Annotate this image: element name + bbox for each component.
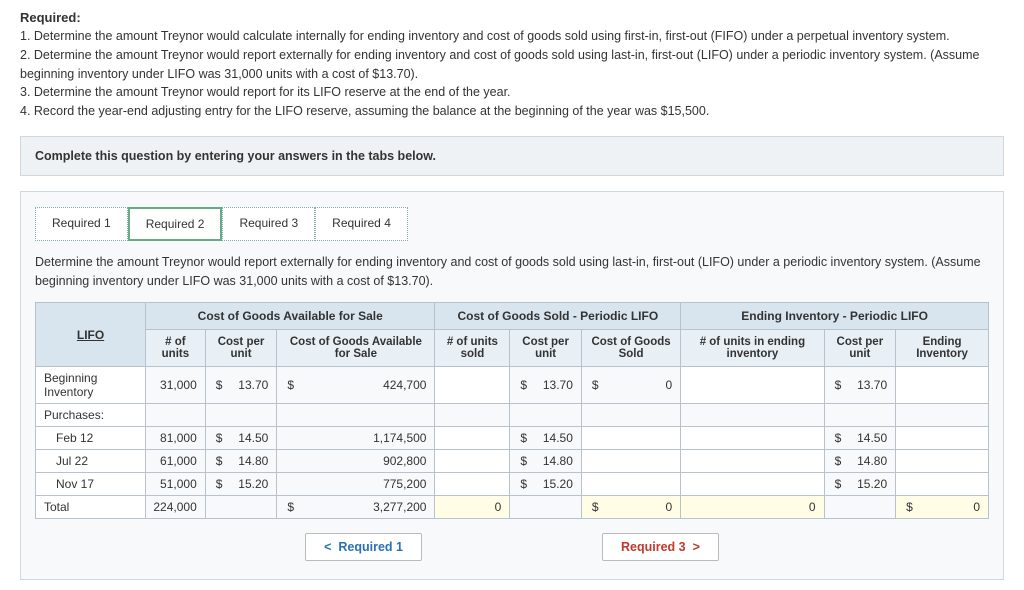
row-purchases: Purchases: [36, 404, 989, 427]
tot-cogs: $0 [581, 496, 680, 519]
nav-buttons: < Required 1 Required 3 > [35, 519, 989, 579]
jul-cogs[interactable] [581, 450, 680, 473]
beg-cpu-sold[interactable]: $13.70 [510, 367, 582, 404]
row-jul: Jul 22 61,000 $14.80 902,800 $14.80 $14.… [36, 450, 989, 473]
feb-units[interactable]: 81,000 [146, 427, 206, 450]
beg-cpu-end[interactable]: $13.70 [824, 367, 896, 404]
feb-cgas[interactable]: 1,174,500 [277, 427, 435, 450]
nov-cogs[interactable] [581, 473, 680, 496]
feb-cpu[interactable]: $14.50 [205, 427, 277, 450]
nov-units-sold[interactable] [435, 473, 510, 496]
prev-button[interactable]: < Required 1 [305, 533, 422, 561]
beg-units-sold[interactable] [435, 367, 510, 404]
required-heading: Required: [20, 10, 1004, 25]
req-2: 2. Determine the amount Treynor would re… [20, 46, 1004, 84]
col-cpu-sold: Cost per unit [510, 330, 582, 367]
tot-end-inv: $0 [896, 496, 989, 519]
group-cogs: Cost of Goods Sold - Periodic LIFO [435, 303, 681, 330]
nov-cpu-sold[interactable]: $15.20 [510, 473, 582, 496]
jul-cgas[interactable]: 902,800 [277, 450, 435, 473]
jul-units[interactable]: 61,000 [146, 450, 206, 473]
tab-required-3[interactable]: Required 3 [222, 207, 315, 241]
tab-required-1[interactable]: Required 1 [35, 207, 128, 241]
col-lifo: LIFO [36, 303, 146, 367]
tab-description: Determine the amount Treynor would repor… [35, 253, 989, 291]
feb-units-end[interactable] [681, 427, 824, 450]
lifo-table: LIFO Cost of Goods Available for Sale Co… [35, 302, 989, 519]
row-feb: Feb 12 81,000 $14.50 1,174,500 $14.50 $1… [36, 427, 989, 450]
tabs-row: Required 1 Required 2 Required 3 Require… [35, 207, 989, 241]
group-ending: Ending Inventory - Periodic LIFO [681, 303, 989, 330]
col-units-sold: # of units sold [435, 330, 510, 367]
row-total: Total 224,000 $3,277,200 0 $0 0 $0 [36, 496, 989, 519]
col-cpu: Cost per unit [205, 330, 277, 367]
label-purchases: Purchases: [36, 404, 146, 427]
chevron-right-icon: > [693, 540, 700, 554]
jul-cpu[interactable]: $14.80 [205, 450, 277, 473]
jul-cpu-end[interactable]: $14.80 [824, 450, 896, 473]
jul-end-inv[interactable] [896, 450, 989, 473]
jul-units-sold[interactable] [435, 450, 510, 473]
beg-cgas[interactable]: $424,700 [277, 367, 435, 404]
row-nov: Nov 17 51,000 $15.20 775,200 $15.20 $15.… [36, 473, 989, 496]
tot-units-sold: 0 [435, 496, 510, 519]
tot-units-end: 0 [681, 496, 824, 519]
tot-cgas: $3,277,200 [277, 496, 435, 519]
label-total: Total [36, 496, 146, 519]
nov-cpu-end[interactable]: $15.20 [824, 473, 896, 496]
nov-cgas[interactable]: 775,200 [277, 473, 435, 496]
label-jul: Jul 22 [36, 450, 146, 473]
chevron-left-icon: < [324, 540, 331, 554]
req-4: 4. Record the year-end adjusting entry f… [20, 102, 1004, 121]
col-cpu-end: Cost per unit [824, 330, 896, 367]
req-3: 3. Determine the amount Treynor would re… [20, 83, 1004, 102]
tab-required-2[interactable]: Required 2 [128, 207, 223, 241]
tot-cpu [205, 496, 277, 519]
beg-units[interactable]: 31,000 [146, 367, 206, 404]
jul-units-end[interactable] [681, 450, 824, 473]
nov-end-inv[interactable] [896, 473, 989, 496]
col-cgas: Cost of Goods Available for Sale [277, 330, 435, 367]
tab-required-4[interactable]: Required 4 [315, 207, 408, 241]
tot-cpu-end [824, 496, 896, 519]
feb-cpu-sold[interactable]: $14.50 [510, 427, 582, 450]
label-feb: Feb 12 [36, 427, 146, 450]
nov-units-end[interactable] [681, 473, 824, 496]
feb-end-inv[interactable] [896, 427, 989, 450]
tabs-container: Required 1 Required 2 Required 3 Require… [20, 191, 1004, 581]
nov-units[interactable]: 51,000 [146, 473, 206, 496]
req-1: 1. Determine the amount Treynor would ca… [20, 27, 1004, 46]
tot-cpu-sold [510, 496, 582, 519]
beg-end-inv[interactable] [896, 367, 989, 404]
nov-cpu[interactable]: $15.20 [205, 473, 277, 496]
jul-cpu-sold[interactable]: $14.80 [510, 450, 582, 473]
col-cogs: Cost of Goods Sold [581, 330, 680, 367]
feb-cogs[interactable] [581, 427, 680, 450]
label-nov: Nov 17 [36, 473, 146, 496]
instruction-box: Complete this question by entering your … [20, 136, 1004, 176]
next-button[interactable]: Required 3 > [602, 533, 719, 561]
col-units: # of units [146, 330, 206, 367]
feb-cpu-end[interactable]: $14.50 [824, 427, 896, 450]
requirements-list: 1. Determine the amount Treynor would ca… [20, 27, 1004, 121]
label-beginning: Beginning Inventory [36, 367, 146, 404]
row-beginning: Beginning Inventory 31,000 $13.70 $424,7… [36, 367, 989, 404]
feb-units-sold[interactable] [435, 427, 510, 450]
col-units-end: # of units in ending inventory [681, 330, 824, 367]
beg-cpu[interactable]: $13.70 [205, 367, 277, 404]
beg-cogs[interactable]: $0 [581, 367, 680, 404]
col-ending-inv: Ending Inventory [896, 330, 989, 367]
beg-units-end[interactable] [681, 367, 824, 404]
tot-units: 224,000 [146, 496, 206, 519]
group-cgas: Cost of Goods Available for Sale [146, 303, 435, 330]
